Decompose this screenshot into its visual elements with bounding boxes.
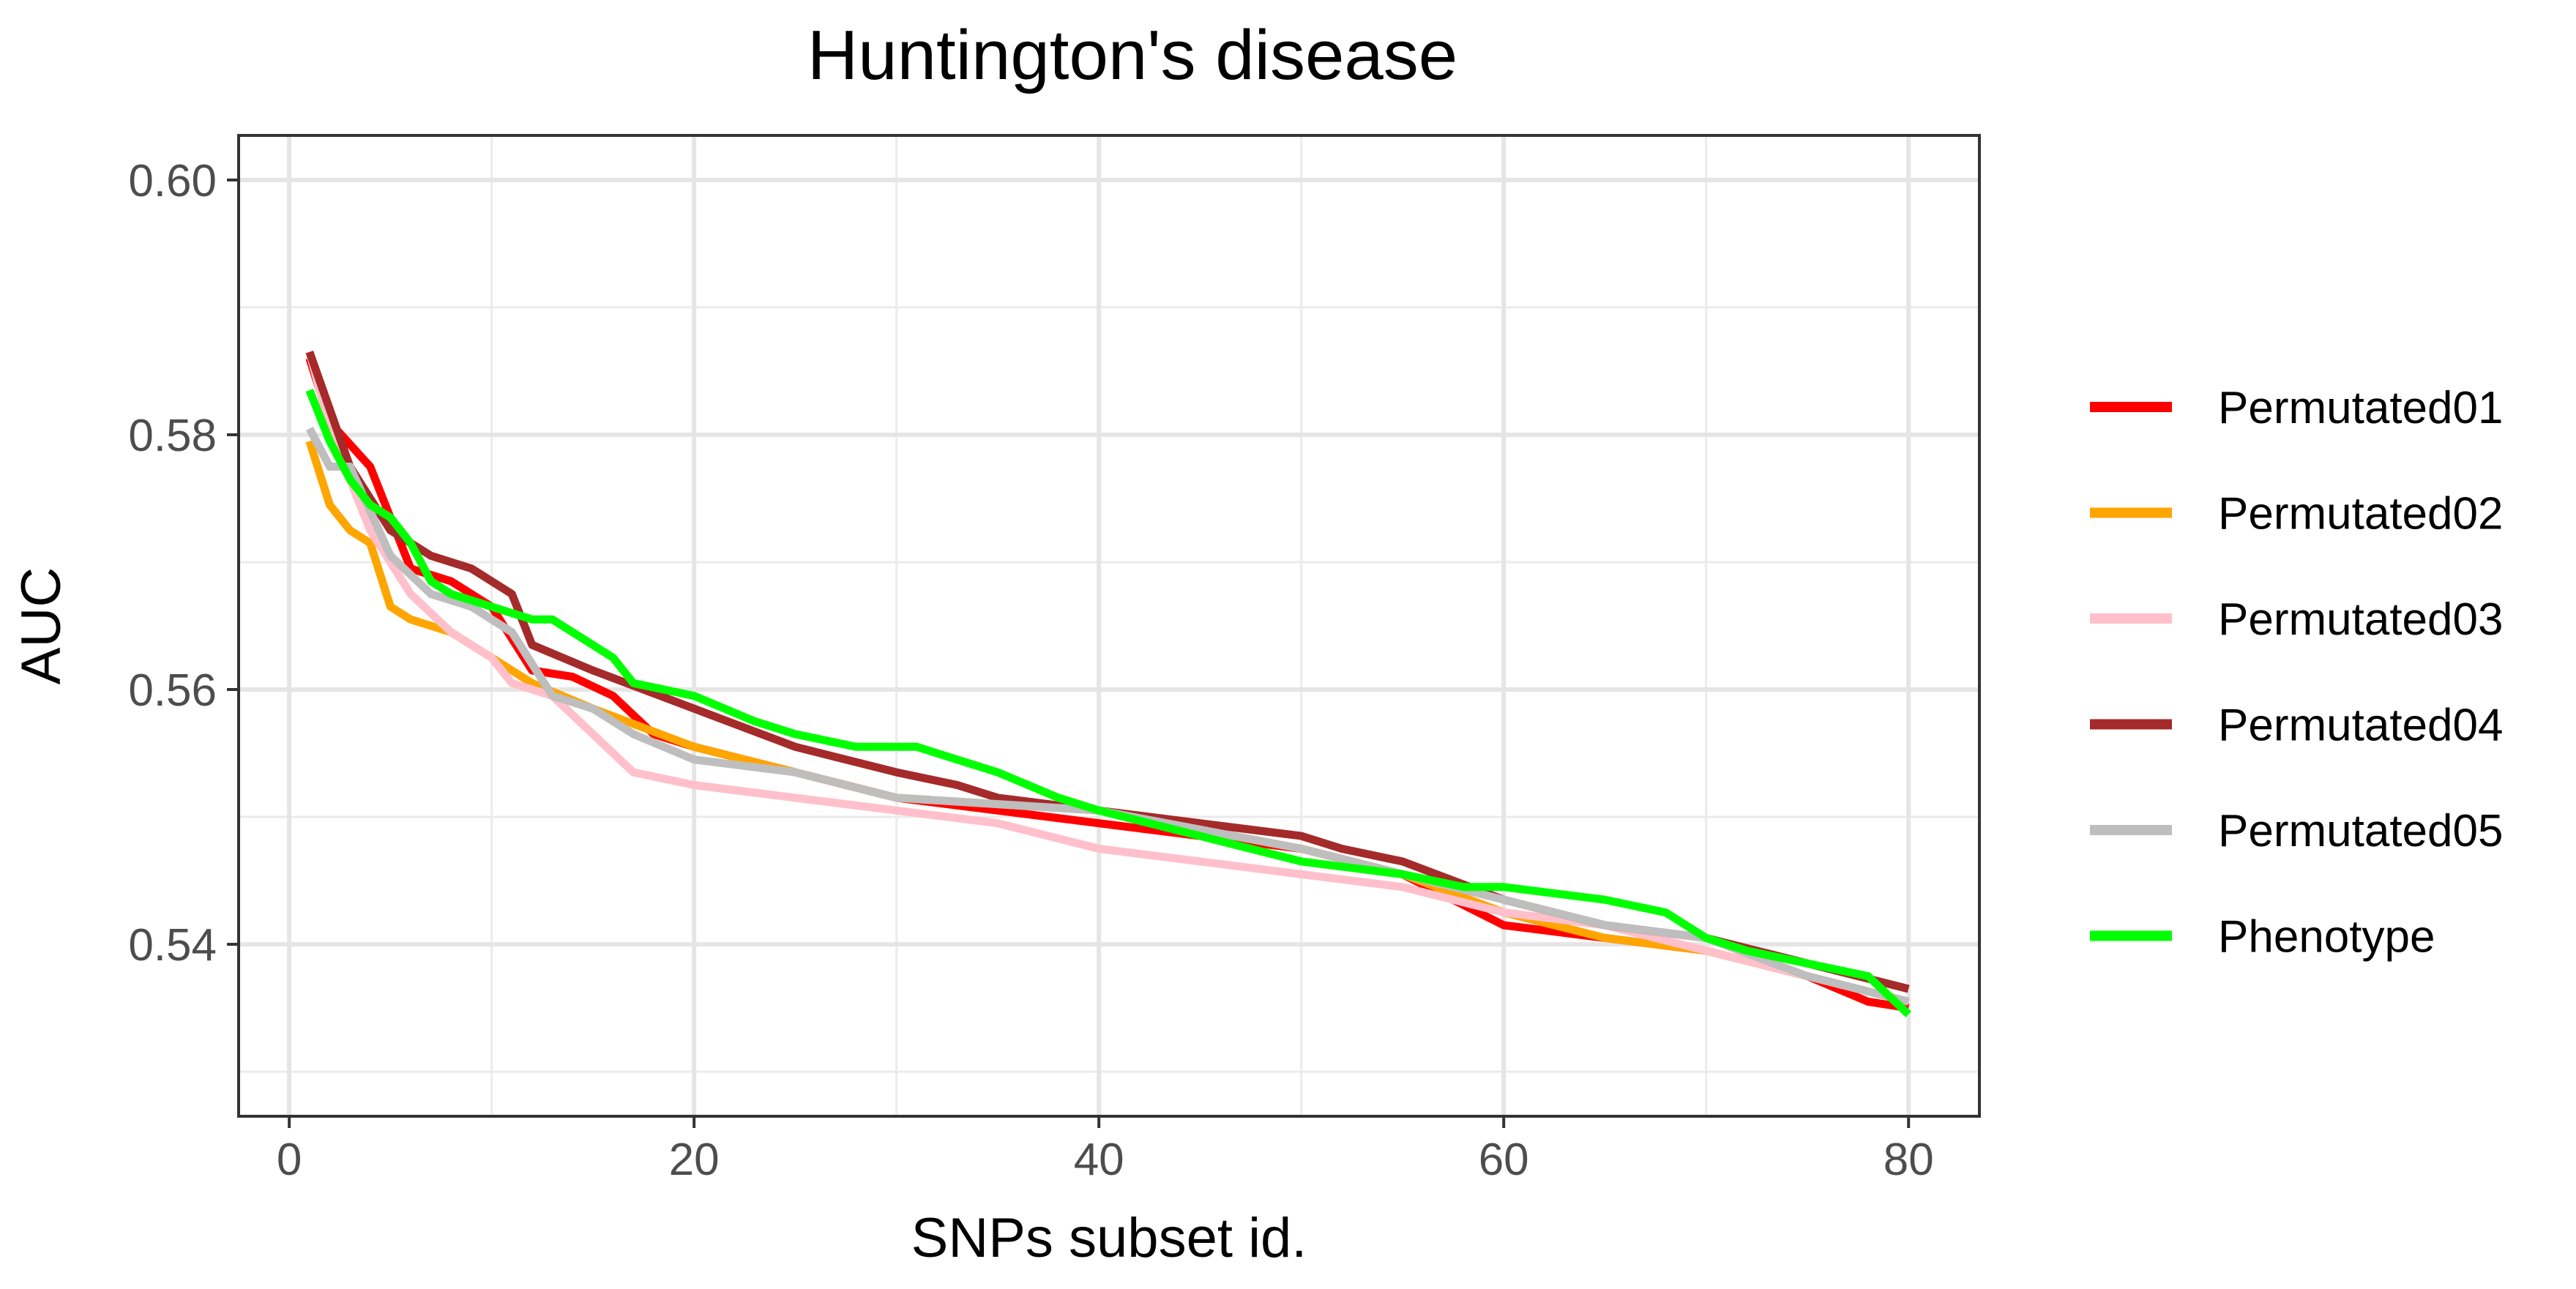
- y-axis: 0.54 0.56 0.58 0.60 AUC: [10, 156, 239, 971]
- x-tick-label: 20: [669, 1135, 720, 1185]
- y-tick-label: 0.60: [128, 156, 217, 206]
- grid-minor-y: [239, 306, 1979, 1073]
- legend-label: Permutated01: [2218, 383, 2503, 433]
- grid-major-x: [287, 135, 1911, 1116]
- legend-item: Phenotype: [2090, 912, 2435, 963]
- series-line-permutated05: [305, 426, 1910, 1006]
- y-tick-label: 0.58: [128, 411, 217, 461]
- series-line-permutated02: [305, 440, 1910, 1006]
- legend-item: Permutated05: [2090, 806, 2503, 856]
- plot-border: [237, 134, 1981, 1118]
- legend-label: Phenotype: [2218, 912, 2435, 963]
- series-lines: [305, 350, 1911, 1017]
- y-axis-title: AUC: [10, 567, 72, 684]
- legend-label: Permutated05: [2218, 806, 2503, 856]
- legend-item: Permutated03: [2090, 594, 2503, 645]
- x-tick-label: 0: [277, 1135, 302, 1185]
- x-axis: 0 20 40 60 80 SNPs subset id.: [277, 1116, 1934, 1269]
- legend-item: Permutated01: [2090, 383, 2503, 433]
- legend-item: Permutated04: [2090, 700, 2503, 751]
- legend-item: Permutated02: [2090, 489, 2503, 539]
- chart-title: Huntington's disease: [807, 16, 1457, 94]
- legend-label: Permutated04: [2218, 700, 2503, 751]
- x-axis-title: SNPs subset id.: [911, 1207, 1307, 1269]
- legend-label: Permutated02: [2218, 489, 2503, 539]
- series-line-permutated03: [305, 351, 1910, 1006]
- y-tick-label: 0.56: [128, 665, 217, 716]
- series-line-phenotype: [305, 389, 1911, 1017]
- x-tick-label: 40: [1074, 1135, 1124, 1185]
- legend: Permutated01 Permutated02 Permutated03 P…: [2090, 383, 2503, 963]
- plot-panel: [237, 134, 1981, 1118]
- x-tick-label: 80: [1884, 1135, 1934, 1185]
- legend-label: Permutated03: [2218, 594, 2503, 645]
- x-tick-label: 60: [1479, 1135, 1529, 1185]
- y-tick-label: 0.54: [128, 920, 217, 971]
